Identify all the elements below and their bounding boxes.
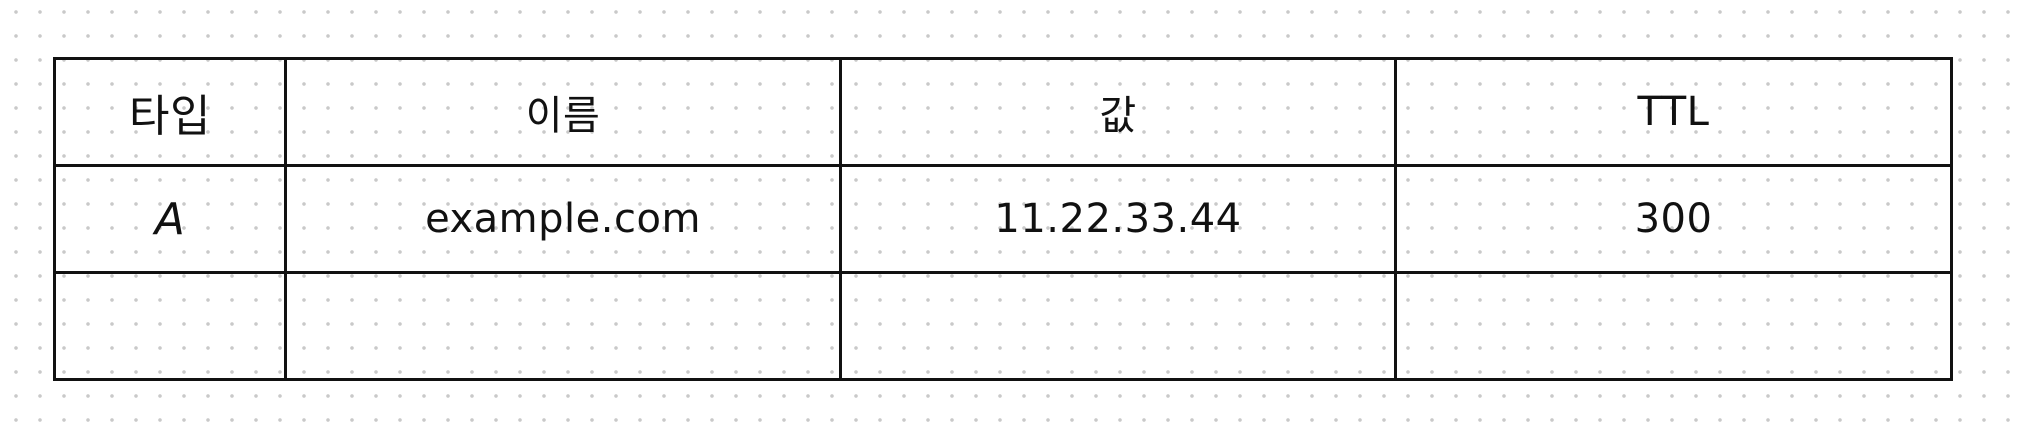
- cell-value: 11.22.33.44: [839, 164, 1397, 274]
- header-type: 타입: [53, 57, 287, 167]
- table-row-empty: [53, 271, 1953, 381]
- header-name: 이름: [284, 57, 842, 167]
- cell-value: [839, 271, 1397, 381]
- dns-record-table: 타입 이름 값 TTL A example.com 11.22.33.44 30…: [53, 57, 1953, 381]
- cell-name: example.com: [284, 164, 842, 274]
- table-header-row: 타입 이름 값 TTL: [53, 57, 1953, 167]
- cell-ttl: 300: [1394, 164, 1953, 274]
- header-ttl: TTL: [1394, 57, 1953, 167]
- cell-name: [284, 271, 842, 381]
- table-row: A example.com 11.22.33.44 300: [53, 164, 1953, 274]
- cell-ttl: [1394, 271, 1953, 381]
- cell-type: A: [53, 164, 287, 274]
- header-value: 값: [839, 57, 1397, 167]
- cell-type: [53, 271, 287, 381]
